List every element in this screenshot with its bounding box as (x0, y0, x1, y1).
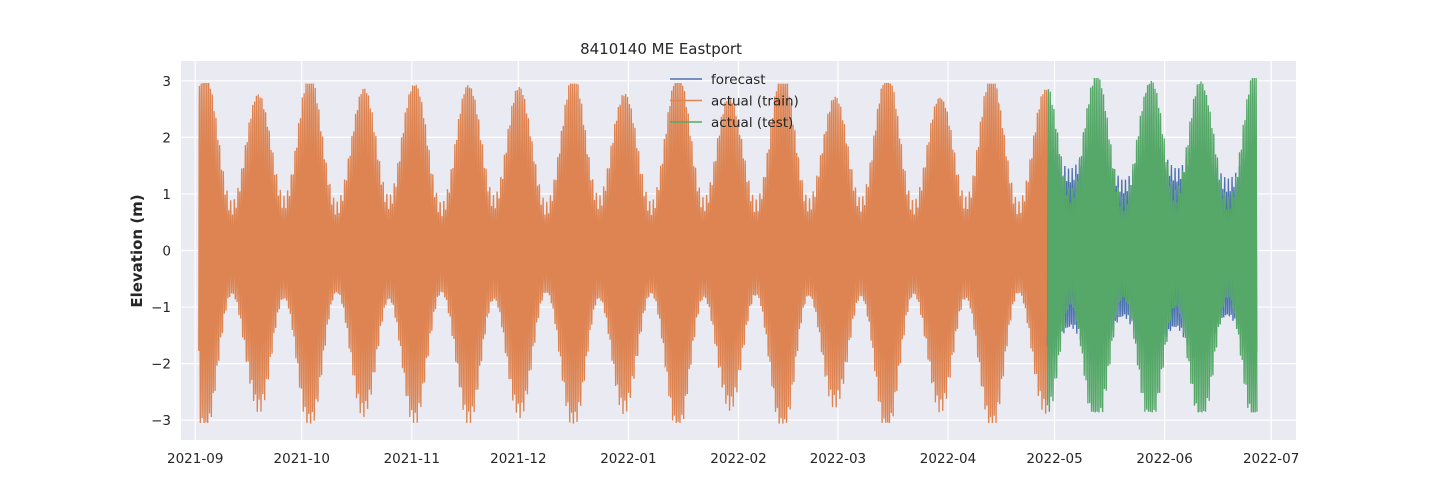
x-tick-label: 2022-06 (1136, 451, 1192, 467)
x-tick-label: 2021-10 (274, 451, 330, 467)
y-tick-label: 3 (162, 74, 171, 90)
legend-label: forecast (711, 72, 766, 88)
x-tick-label: 2021-11 (384, 451, 440, 467)
y-tick-label: −1 (151, 300, 171, 316)
x-axis: 2021-09 2021-10 2021-11 2021-12 2022-01 2022-… (167, 451, 1299, 467)
series-line-actual-train (198, 82, 1049, 424)
y-tick-label: −2 (151, 357, 171, 373)
y-tick-label: 2 (162, 130, 171, 146)
y-axis-label: Elevation (m) (128, 194, 146, 307)
y-tick-label: 0 (162, 244, 171, 260)
series-lines (198, 77, 1258, 424)
x-tick-label: 2022-05 (1026, 451, 1082, 467)
x-tick-label: 2022-04 (920, 451, 976, 467)
chart-title: 8410140 ME Eastport (580, 40, 742, 58)
x-tick-label: 2021-09 (167, 451, 223, 467)
legend-label: actual (train) (711, 94, 799, 110)
legend: forecast actual (train) actual (test) (670, 72, 799, 131)
x-tick-label: 2022-02 (710, 451, 766, 467)
x-tick-label: 2021-12 (490, 451, 546, 467)
x-tick-label: 2022-01 (600, 451, 656, 467)
x-tick-label: 2022-03 (810, 451, 866, 467)
legend-label: actual (test) (711, 115, 793, 131)
x-tick-label: 2022-07 (1243, 451, 1299, 467)
y-tick-label: −3 (151, 413, 171, 429)
y-tick-label: 1 (162, 187, 171, 203)
y-axis: 3 2 1 0 −1 −2 −3 (151, 74, 171, 429)
series-line-actual-test (1046, 77, 1258, 413)
